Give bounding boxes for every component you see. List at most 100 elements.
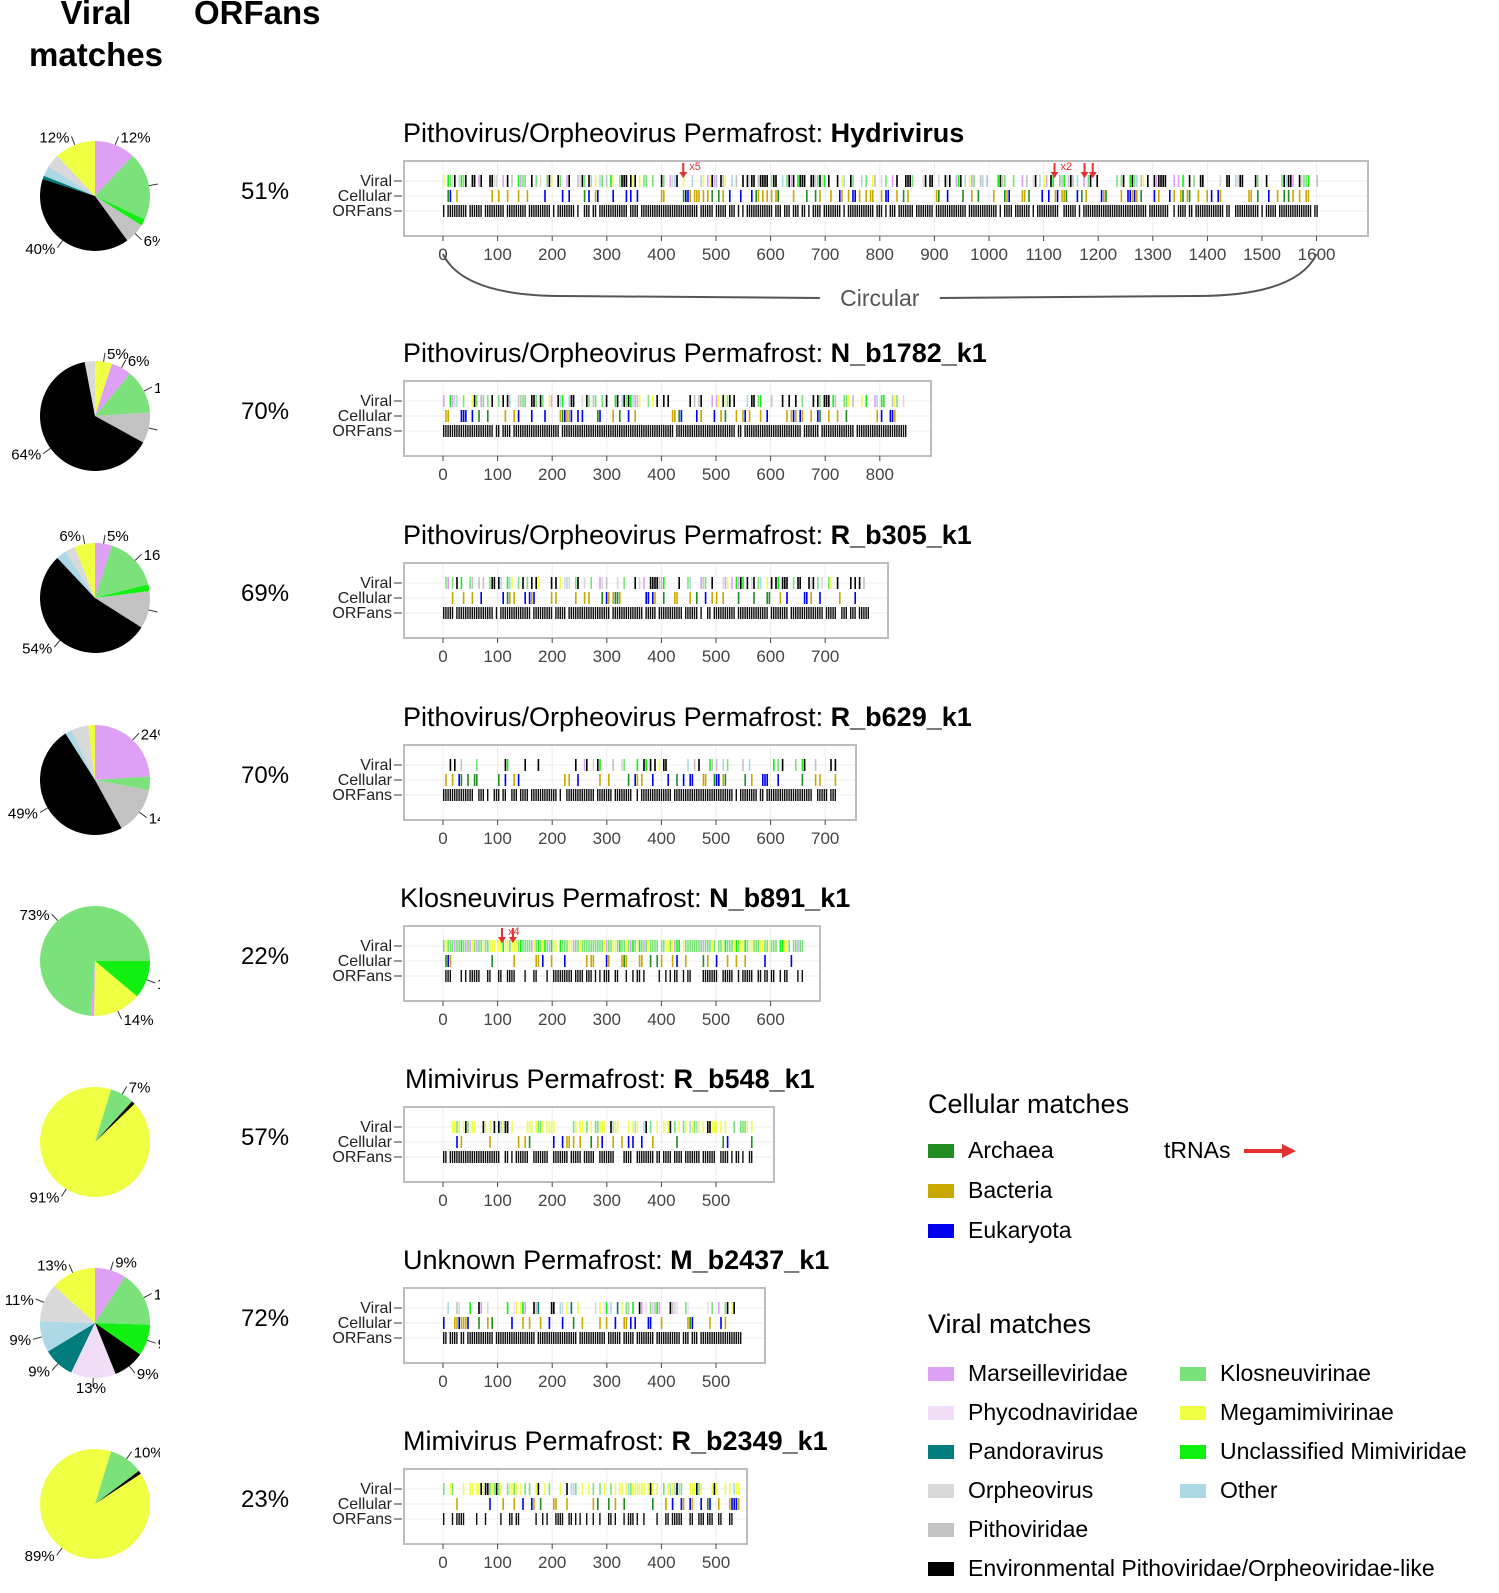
cellular-gene (691, 774, 694, 786)
cellular-gene (689, 1317, 691, 1329)
cellular-gene (777, 774, 779, 786)
orfan-gene (982, 205, 984, 217)
orfan-gene (674, 205, 676, 217)
viral-gene (652, 577, 654, 589)
viral-gene (729, 940, 731, 952)
trna-arrowhead (1080, 172, 1089, 178)
orfan-gene (623, 1332, 625, 1344)
cellular-gene (568, 410, 570, 422)
orfan-gene (568, 1513, 570, 1525)
cellular-gene (467, 774, 469, 786)
viral-gene (729, 395, 731, 407)
viral-gene (707, 175, 709, 187)
orfan-gene (709, 789, 711, 801)
orfan-gene (674, 789, 676, 801)
orfan-gene (777, 205, 779, 217)
orfan-gene (927, 205, 929, 217)
viral-gene (693, 1483, 696, 1495)
orfan-gene (715, 205, 718, 217)
viral-gene (531, 395, 533, 407)
orfan-gene (608, 789, 610, 801)
orfan-gene (462, 205, 465, 217)
viral-gene (456, 577, 458, 589)
viral-gene (643, 175, 645, 187)
cellular-gene (1287, 190, 1290, 202)
orfan-gene (680, 789, 682, 801)
orfan-gene (605, 607, 608, 619)
viral-gene (762, 175, 764, 187)
viral-gene (643, 1483, 645, 1495)
cellular-gene (715, 774, 718, 786)
legend-item-environmental-pithoviridae-orpheoviridae-like: Environmental Pithoviridae/Orpheoviridae… (928, 1555, 1435, 1582)
pie-label-leader (39, 807, 48, 814)
viral-gene (636, 1483, 639, 1495)
orfan-gene (885, 425, 887, 437)
viral-gene (669, 940, 672, 952)
orfan-gene (799, 425, 801, 437)
cellular-gene (638, 955, 641, 967)
orfan-gene (647, 205, 649, 217)
viral-gene (471, 395, 474, 407)
orfan-gene (610, 789, 612, 801)
viral-gene (722, 940, 724, 952)
viral-gene (773, 759, 775, 771)
orfan-gene (709, 425, 711, 437)
viral-gene (770, 577, 773, 589)
orfan-gene (704, 1332, 707, 1344)
viral-gene (968, 175, 971, 187)
viral-gene (590, 1121, 592, 1133)
orfan-gene (632, 607, 634, 619)
viral-gene (770, 940, 773, 952)
viral-gene (691, 1121, 694, 1133)
orfan-gene (671, 607, 674, 619)
orfan-gene (1182, 205, 1184, 217)
viral-gene (568, 940, 570, 952)
orfan-gene (638, 607, 641, 619)
pie-slice-klosneuvirinae (95, 1276, 150, 1325)
orfan-gene (764, 607, 766, 619)
orfan-gene (702, 205, 704, 217)
orfan-gene (819, 789, 821, 801)
cellular-gene (792, 410, 795, 422)
orfan-gene (515, 1332, 517, 1344)
orfan-gene (542, 1513, 544, 1525)
orfan-gene (513, 205, 515, 217)
track-label-orfans: ORFans (332, 423, 392, 440)
viral-gene (685, 1302, 687, 1314)
cellular-gene (451, 774, 454, 786)
cellular-gene (588, 190, 590, 202)
track-panel (403, 744, 857, 821)
orfan-gene (649, 425, 652, 437)
viral-gene (462, 1121, 465, 1133)
cellular-gene (1169, 190, 1171, 202)
viral-gene (531, 577, 533, 589)
pie-label: 49% (8, 806, 38, 823)
orfan-gene (685, 425, 687, 437)
viral-gene (929, 175, 931, 187)
orfan-gene (456, 1332, 458, 1344)
orfan-gene (480, 607, 482, 619)
orfan-gene (500, 1332, 502, 1344)
viral-gene (645, 1302, 647, 1314)
orfan-gene (553, 425, 555, 437)
viral-gene (586, 940, 588, 952)
orfan-gene (938, 205, 940, 217)
orfan-gene (676, 789, 678, 801)
orfan-gene (1010, 205, 1012, 217)
viral-gene (515, 1483, 518, 1495)
viral-gene (845, 395, 848, 407)
viral-gene (733, 1302, 735, 1314)
orfan-gene (451, 205, 454, 217)
orfan-gene (700, 1332, 702, 1344)
viral-gene (742, 175, 744, 187)
viral-gene (476, 1483, 478, 1495)
genome-group: Mimivirus Permafrost: (405, 1064, 674, 1094)
orfan-gene (522, 425, 524, 437)
orfan-gene (1087, 205, 1089, 217)
cellular-gene (566, 1136, 568, 1148)
orfan-gene (707, 1513, 709, 1525)
viral-gene (638, 175, 641, 187)
orfan-gene (581, 789, 583, 801)
viral-gene (652, 395, 654, 407)
